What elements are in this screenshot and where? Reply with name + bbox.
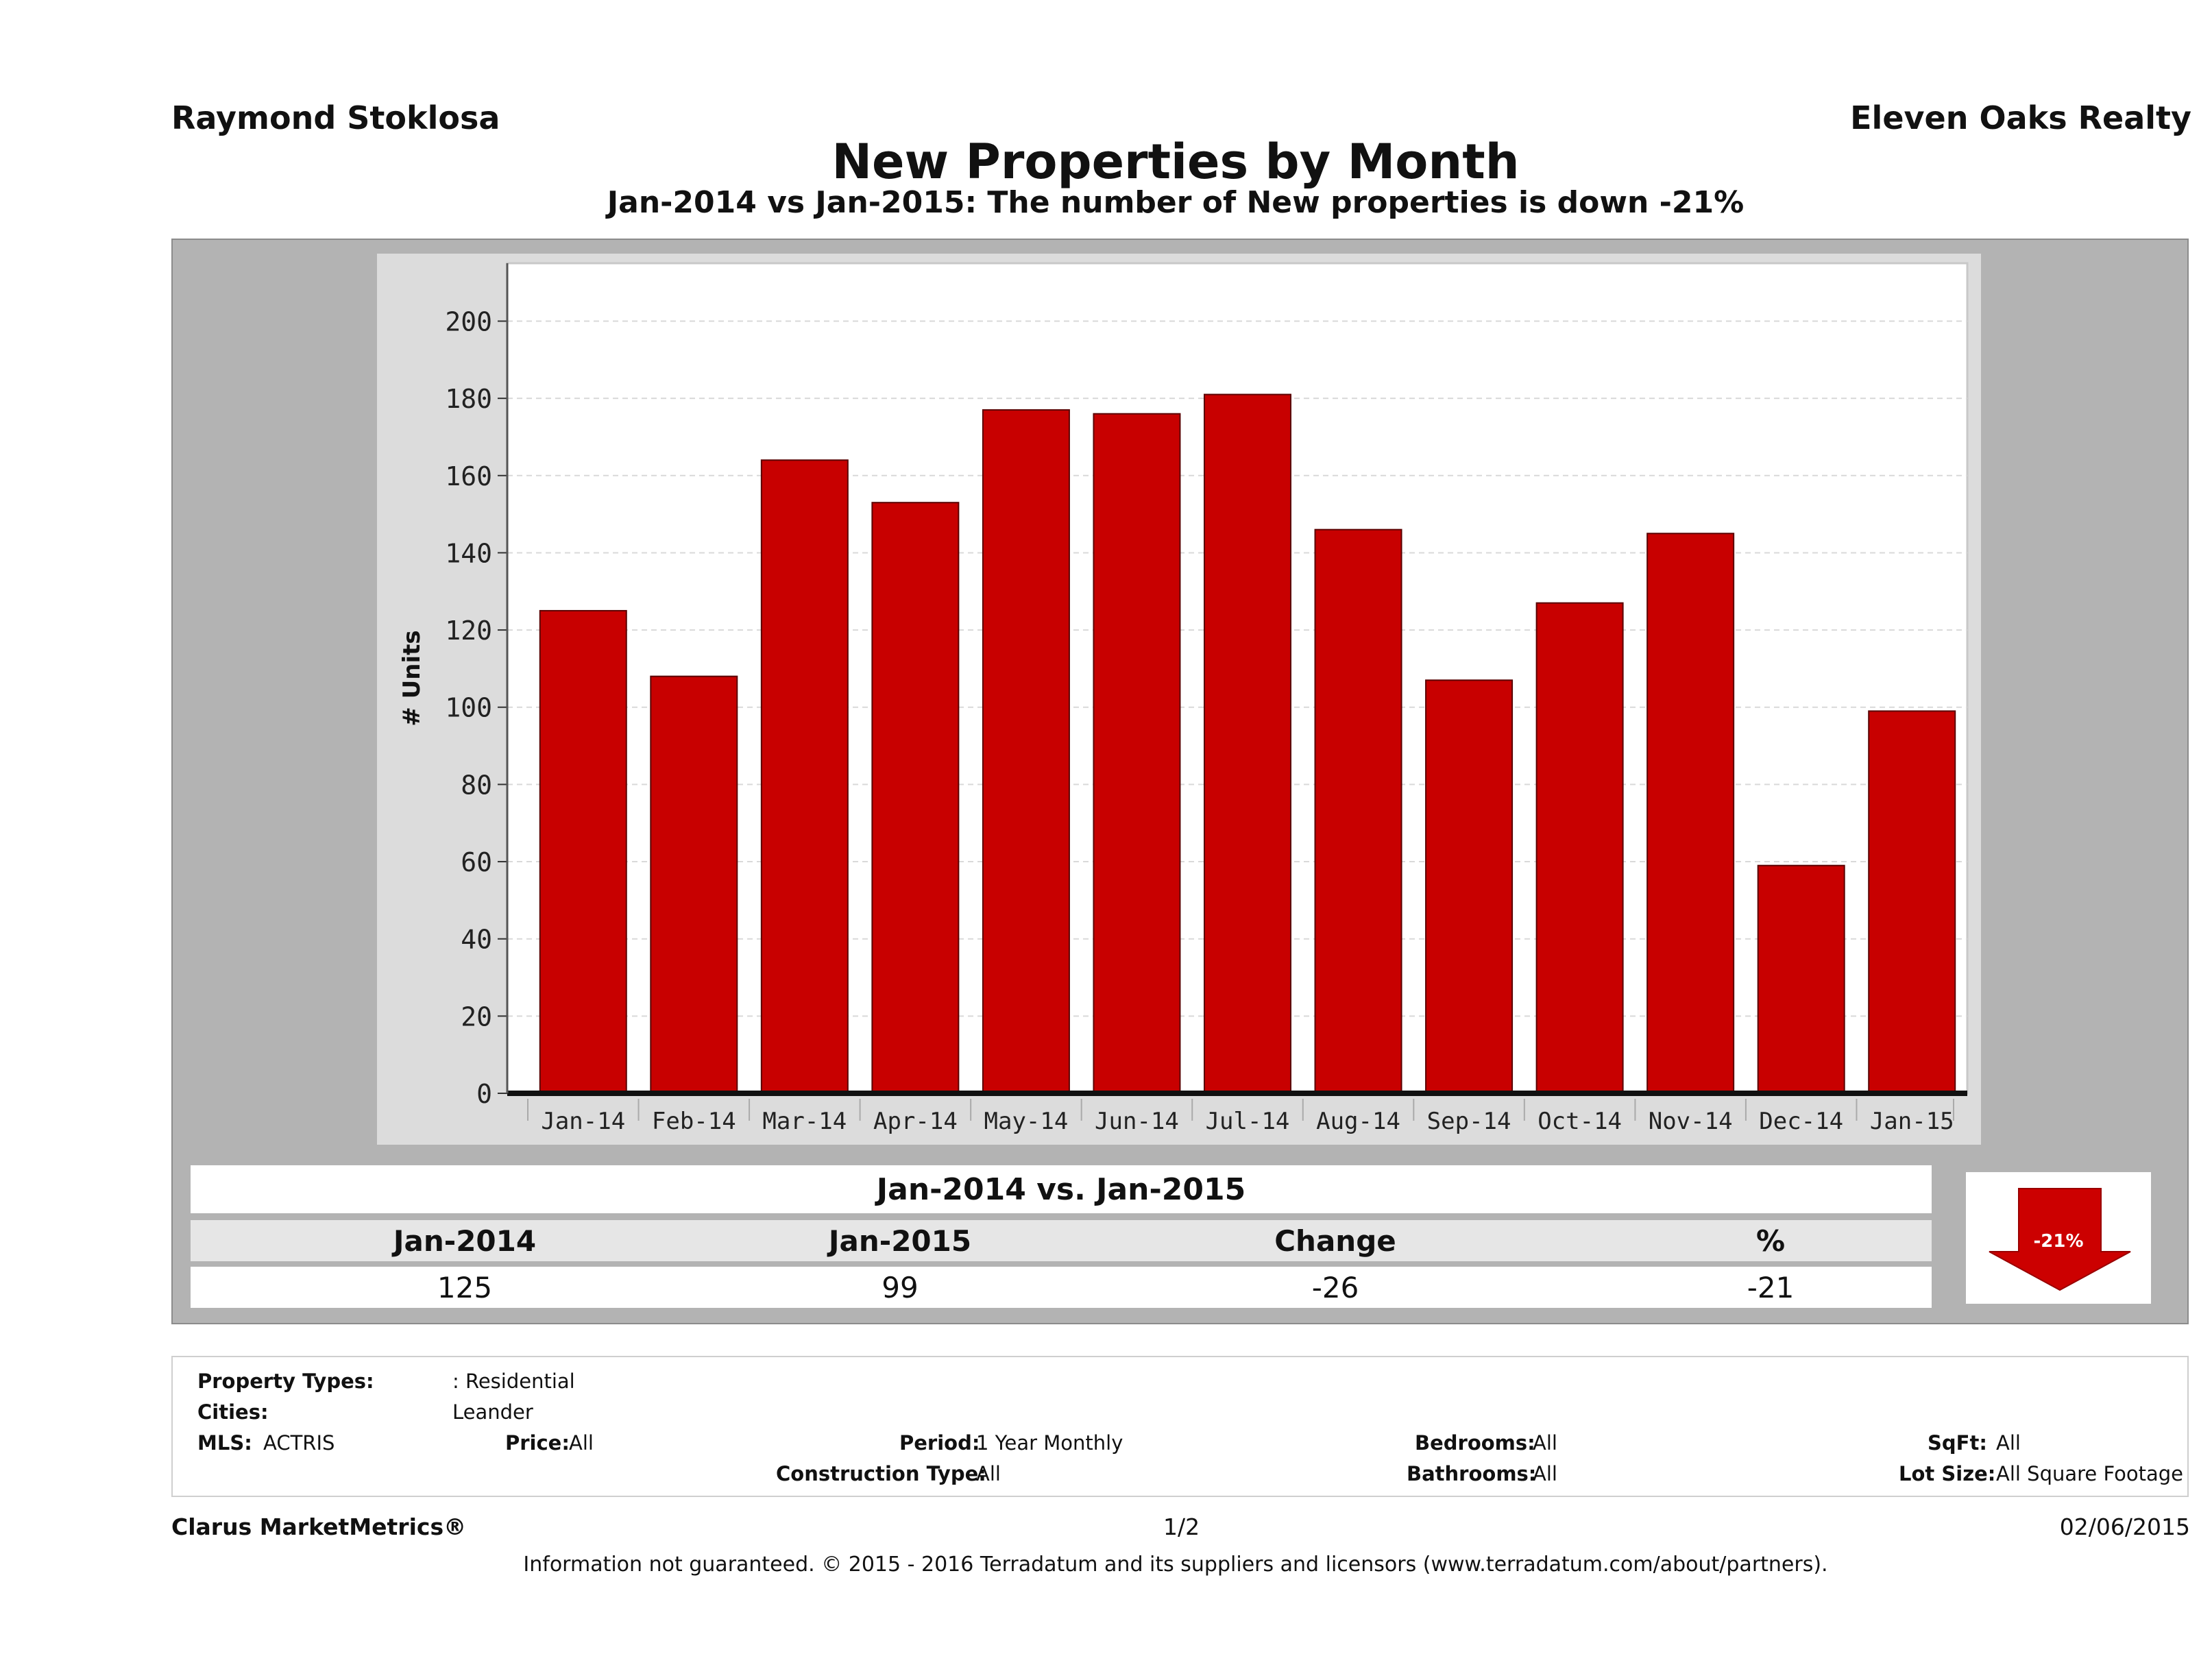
bathrooms-value: All	[1533, 1462, 1557, 1485]
y-tick-label: 120	[445, 616, 492, 646]
y-tick-label: 0	[476, 1079, 492, 1109]
sqft-value: All	[1996, 1431, 2021, 1455]
comparison-header-row: Jan-2014 Jan-2015 Change %	[191, 1220, 1932, 1261]
x-tick-label: Sep-14	[1427, 1108, 1511, 1135]
comparison-value-row: 125 99 -26 -21	[191, 1267, 1932, 1308]
header-percent: %	[1755, 1224, 1786, 1258]
x-tick-label: May-14	[984, 1108, 1069, 1135]
comparison-panel: Jan-2014 vs. Jan-2015 Jan-2014 Jan-2015 …	[191, 1165, 1932, 1309]
y-tick-label: 20	[461, 1001, 492, 1032]
x-tick-label: Dec-14	[1759, 1108, 1843, 1135]
chart-subtitle: Jan-2014 vs Jan-2015: The number of New …	[607, 185, 1745, 220]
value-percent: -21	[1747, 1271, 1795, 1304]
lot-size-label: Lot Size:	[1899, 1462, 1996, 1485]
x-tick-label: Aug-14	[1316, 1108, 1400, 1135]
y-tick-label: 40	[461, 925, 492, 955]
x-tick-label: Mar-14	[762, 1108, 847, 1135]
construction-type-label: Construction Type:	[776, 1462, 986, 1485]
x-tick-label: Oct-14	[1538, 1108, 1622, 1135]
bar-Nov-14	[1646, 533, 1735, 1095]
bar-Dec-14	[1757, 864, 1845, 1094]
period-value: 1 Year Monthly	[976, 1431, 1123, 1455]
value-jan-2015: 99	[882, 1271, 919, 1304]
bar-Aug-14	[1314, 528, 1402, 1095]
page-number: 1/2	[1163, 1513, 1200, 1540]
header-jan-2014: Jan-2014	[393, 1224, 537, 1258]
x-tick-label: Jul-14	[1206, 1108, 1290, 1135]
bar-Sep-14	[1425, 679, 1514, 1094]
bar-Oct-14	[1535, 602, 1624, 1095]
bar-Apr-14	[871, 502, 960, 1094]
y-tick-label: 80	[461, 770, 492, 800]
x-tick-label: Jan-15	[1870, 1108, 1954, 1135]
bedrooms-label: Bedrooms:	[1415, 1431, 1535, 1455]
period-label: Period:	[899, 1431, 980, 1455]
bedrooms-value: All	[1533, 1431, 1557, 1455]
change-indicator-label: -21%	[2033, 1231, 2084, 1252]
y-tick-label: 140	[445, 538, 492, 568]
chart-title: New Properties by Month	[831, 134, 1520, 190]
y-axis-label: # Units	[398, 630, 426, 726]
bar-Jan-14	[539, 609, 627, 1094]
cities-value: Leander	[452, 1400, 533, 1424]
x-tick-label: Nov-14	[1649, 1108, 1733, 1135]
bar-Jul-14	[1204, 393, 1291, 1095]
disclaimer: Information not guaranteed. © 2015 - 201…	[523, 1553, 1828, 1577]
bar-Mar-14	[760, 459, 849, 1095]
value-jan-2014: 125	[437, 1271, 493, 1304]
agent-name: Raymond Stoklosa	[171, 99, 500, 136]
bar-Jan-15	[1868, 710, 1956, 1094]
footer-brand: Clarus MarketMetrics®	[171, 1513, 467, 1540]
header-change: Change	[1274, 1224, 1396, 1258]
company-name: Eleven Oaks Realty	[1850, 99, 2191, 136]
y-tick-label: 60	[461, 847, 492, 877]
y-tick-label: 180	[445, 384, 492, 414]
sqft-label: SqFt:	[1928, 1431, 1987, 1455]
report-date: 02/06/2015	[2059, 1513, 2190, 1540]
bar-Jun-14	[1093, 413, 1181, 1095]
bar-May-14	[982, 409, 1070, 1094]
bar-Feb-14	[650, 675, 738, 1094]
x-tick-label: Apr-14	[873, 1108, 958, 1135]
bar-chart: 0 20 40 60 80 100 120 140 160 180 200 Jan-14 Feb-14 M…	[398, 262, 1969, 1135]
construction-type-value: All	[976, 1462, 1001, 1485]
down-arrow-icon	[1989, 1188, 2131, 1291]
property-types-value: : Residential	[452, 1370, 575, 1393]
cities-label: Cities:	[197, 1400, 269, 1424]
value-change: -26	[1311, 1271, 1359, 1304]
lot-size-value: All Square Footage	[1996, 1462, 2184, 1485]
price-label: Price:	[505, 1431, 570, 1455]
comparison-title: Jan-2014 vs. Jan-2015	[191, 1165, 1932, 1213]
y-tick-label: 100	[445, 693, 492, 723]
mls-label: MLS:	[197, 1431, 252, 1455]
bathrooms-label: Bathrooms:	[1407, 1462, 1537, 1485]
mls-value: ACTRIS	[263, 1431, 335, 1455]
x-tick-label: Jan-14	[541, 1108, 625, 1135]
property-types-label: Property Types:	[197, 1370, 374, 1393]
x-tick-label: Feb-14	[652, 1108, 736, 1135]
header-jan-2015: Jan-2015	[828, 1224, 972, 1258]
y-tick-label: 200	[445, 306, 492, 337]
x-tick-label: Jun-14	[1095, 1108, 1179, 1135]
price-value: All	[569, 1431, 594, 1455]
change-indicator: -21%	[1966, 1172, 2151, 1304]
y-tick-label: 160	[445, 461, 492, 491]
search-criteria: Property Types: : Residential Cities: Le…	[171, 1356, 2189, 1497]
